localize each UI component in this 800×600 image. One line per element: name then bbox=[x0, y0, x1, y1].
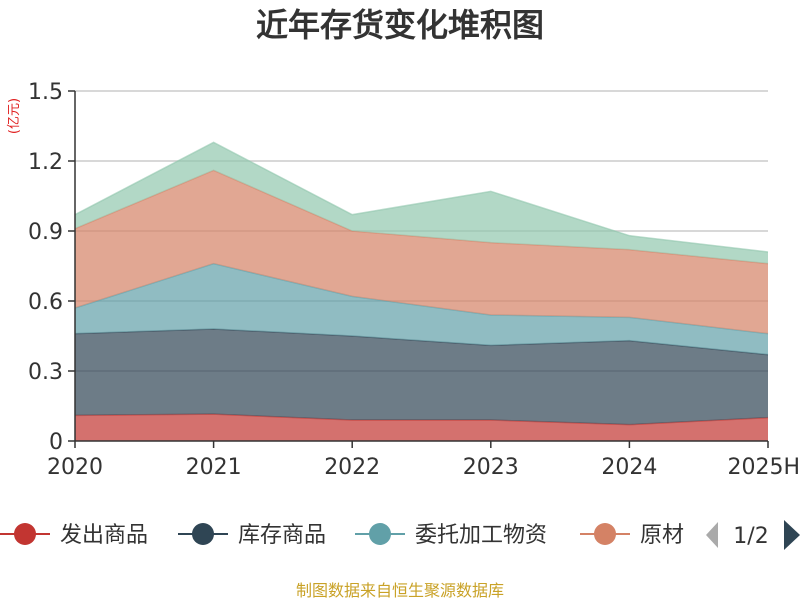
y-tick-label: 0 bbox=[49, 430, 63, 455]
legend-item[interactable]: 发出商品 bbox=[0, 523, 148, 548]
legend-item[interactable]: 原材 bbox=[580, 523, 684, 548]
legend-label: 发出商品 bbox=[60, 523, 148, 548]
legend-swatch-dot bbox=[192, 523, 214, 545]
legend-prev-arrow-icon[interactable] bbox=[706, 522, 718, 548]
area-series-0 bbox=[75, 414, 768, 441]
axes: 0 0.3 0.6 0.9 1.2 1.5 2020 2021 2022 2023 2024 2025… bbox=[28, 80, 800, 480]
x-tick-label: 2020 bbox=[47, 455, 103, 480]
legend-label: 库存商品 bbox=[238, 523, 326, 548]
area-series-1 bbox=[75, 329, 768, 425]
y-tick-label: 0.6 bbox=[28, 290, 63, 315]
legend-pager: 1/2 bbox=[706, 520, 800, 550]
y-tick-label: 0.9 bbox=[28, 220, 63, 245]
x-tick-label: 2024 bbox=[601, 455, 657, 480]
x-tick-label: 2021 bbox=[186, 455, 242, 480]
y-tick-label: 1.2 bbox=[28, 150, 63, 175]
legend-next-arrow-icon[interactable] bbox=[784, 520, 800, 550]
y-tick-label: 1.5 bbox=[28, 80, 63, 105]
legend-swatch-dot bbox=[594, 523, 616, 545]
area-series-3 bbox=[75, 170, 768, 334]
x-tick-label: 2022 bbox=[324, 455, 380, 480]
area-series-layer bbox=[74, 141, 769, 441]
legend-item[interactable]: 库存商品 bbox=[178, 523, 326, 548]
legend-label: 委托加工物资 bbox=[415, 523, 547, 548]
area-series-2 bbox=[75, 263, 768, 355]
x-tick-label: 2025H bbox=[727, 455, 800, 480]
legend-label: 原材 bbox=[640, 523, 684, 548]
y-axis-unit-label: (亿元) bbox=[7, 98, 22, 134]
x-tick-label: 2023 bbox=[463, 455, 519, 480]
y-tick-label: 0.3 bbox=[28, 360, 63, 385]
legend: 发出商品 库存商品 委托加工物资 原材 bbox=[0, 523, 684, 548]
chart-title: 近年存货变化堆积图 bbox=[256, 6, 544, 44]
source-note: 制图数据来自恒生聚源数据库 bbox=[296, 581, 504, 600]
legend-swatch-dot bbox=[14, 523, 36, 545]
legend-swatch-dot bbox=[369, 523, 391, 545]
area-series-line-4 bbox=[74, 141, 769, 253]
legend-item[interactable]: 委托加工物资 bbox=[355, 523, 547, 548]
legend-page-indicator: 1/2 bbox=[733, 524, 768, 549]
